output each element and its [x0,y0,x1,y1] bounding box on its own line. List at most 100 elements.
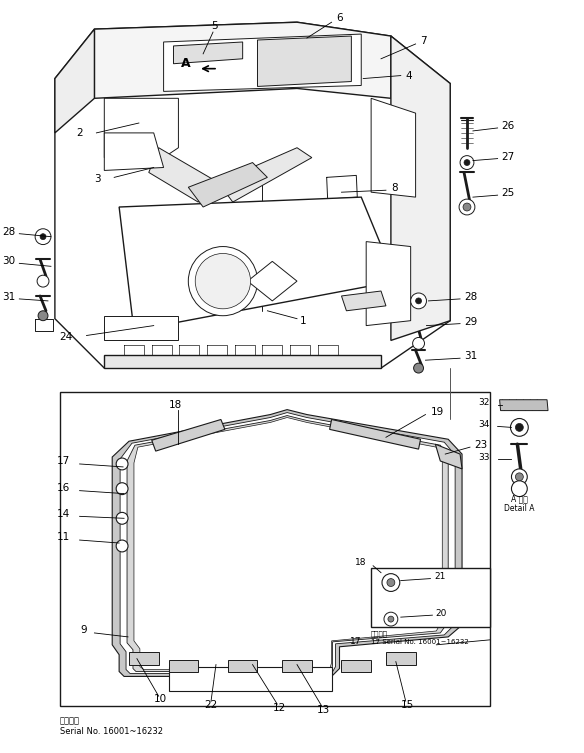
Circle shape [388,616,394,622]
Text: 24: 24 [60,333,72,343]
Circle shape [512,480,527,496]
Circle shape [516,473,523,480]
Polygon shape [248,261,297,301]
Text: A: A [180,57,190,70]
Circle shape [116,540,128,552]
Text: 12: 12 [273,703,286,713]
Text: 15: 15 [401,700,414,710]
Polygon shape [120,413,455,673]
Circle shape [382,574,400,591]
Circle shape [384,612,398,626]
Text: 26: 26 [502,121,515,131]
Text: 4: 4 [406,71,412,81]
Polygon shape [371,568,490,627]
Text: 7: 7 [420,36,427,46]
Text: 22: 22 [204,700,218,710]
Circle shape [413,363,423,373]
Text: 17 Serial No. 16001~16232: 17 Serial No. 16001~16232 [371,639,469,645]
Polygon shape [386,652,416,665]
Circle shape [463,203,471,211]
Text: 10: 10 [154,694,167,704]
Text: 34: 34 [478,420,490,429]
Circle shape [512,469,527,485]
Circle shape [510,419,529,436]
Circle shape [460,156,474,169]
Polygon shape [282,660,312,672]
Text: 28: 28 [2,227,15,236]
Polygon shape [164,34,361,91]
Polygon shape [371,99,416,197]
Polygon shape [342,291,386,311]
Polygon shape [152,419,225,451]
Polygon shape [391,36,450,340]
Polygon shape [329,419,420,449]
Text: 31: 31 [2,292,15,302]
Polygon shape [366,242,411,325]
Text: 17: 17 [350,637,361,646]
Text: 32: 32 [478,398,490,407]
Polygon shape [258,36,352,87]
Polygon shape [218,148,312,202]
Circle shape [416,298,422,304]
Polygon shape [228,660,258,672]
Text: 18: 18 [169,400,182,410]
Polygon shape [105,316,179,340]
Polygon shape [188,163,267,207]
Text: 3: 3 [93,175,100,184]
Text: 19: 19 [430,407,444,416]
Circle shape [38,311,48,321]
Text: 适用号码: 适用号码 [371,630,388,637]
Text: 1: 1 [300,316,307,325]
Polygon shape [112,410,462,676]
Circle shape [116,458,128,470]
Polygon shape [105,133,164,170]
Text: 25: 25 [502,188,515,198]
Polygon shape [55,29,95,133]
Text: 21: 21 [434,572,446,581]
Polygon shape [173,42,243,64]
Circle shape [40,233,46,239]
Circle shape [195,254,251,309]
Circle shape [35,229,51,245]
Text: Serial No. 16001~16232: Serial No. 16001~16232 [60,727,163,736]
Text: 29: 29 [464,317,477,327]
Circle shape [387,578,395,587]
Text: 33: 33 [478,453,490,462]
Circle shape [459,199,475,215]
Polygon shape [95,23,391,99]
Polygon shape [169,666,332,691]
Circle shape [116,512,128,524]
Text: 23: 23 [474,441,487,450]
Text: 28: 28 [464,292,477,302]
Circle shape [37,275,49,287]
Text: 5: 5 [211,21,218,31]
Text: 11: 11 [57,532,69,542]
Circle shape [411,293,426,309]
Polygon shape [149,148,218,202]
Text: 30: 30 [2,256,15,267]
Circle shape [413,337,425,349]
Text: A 详图: A 详图 [511,494,528,503]
Polygon shape [127,416,448,672]
Text: Detail A: Detail A [504,504,534,513]
Text: 27: 27 [502,151,515,162]
Text: 16: 16 [57,483,69,492]
Text: 20: 20 [435,608,447,617]
Text: 13: 13 [317,705,331,715]
Polygon shape [60,392,490,706]
Text: 9: 9 [80,625,86,635]
Polygon shape [499,400,548,410]
Text: 适用号码: 适用号码 [60,716,80,725]
Polygon shape [342,660,371,672]
Polygon shape [105,99,179,167]
Polygon shape [105,355,381,368]
Polygon shape [119,197,396,331]
Text: 14: 14 [57,509,69,520]
Polygon shape [129,652,159,665]
Text: 17: 17 [57,456,69,466]
Text: 6: 6 [336,14,343,23]
Text: 8: 8 [391,183,398,194]
Polygon shape [169,660,198,672]
Text: 18: 18 [354,558,366,567]
Text: 2: 2 [76,128,82,138]
